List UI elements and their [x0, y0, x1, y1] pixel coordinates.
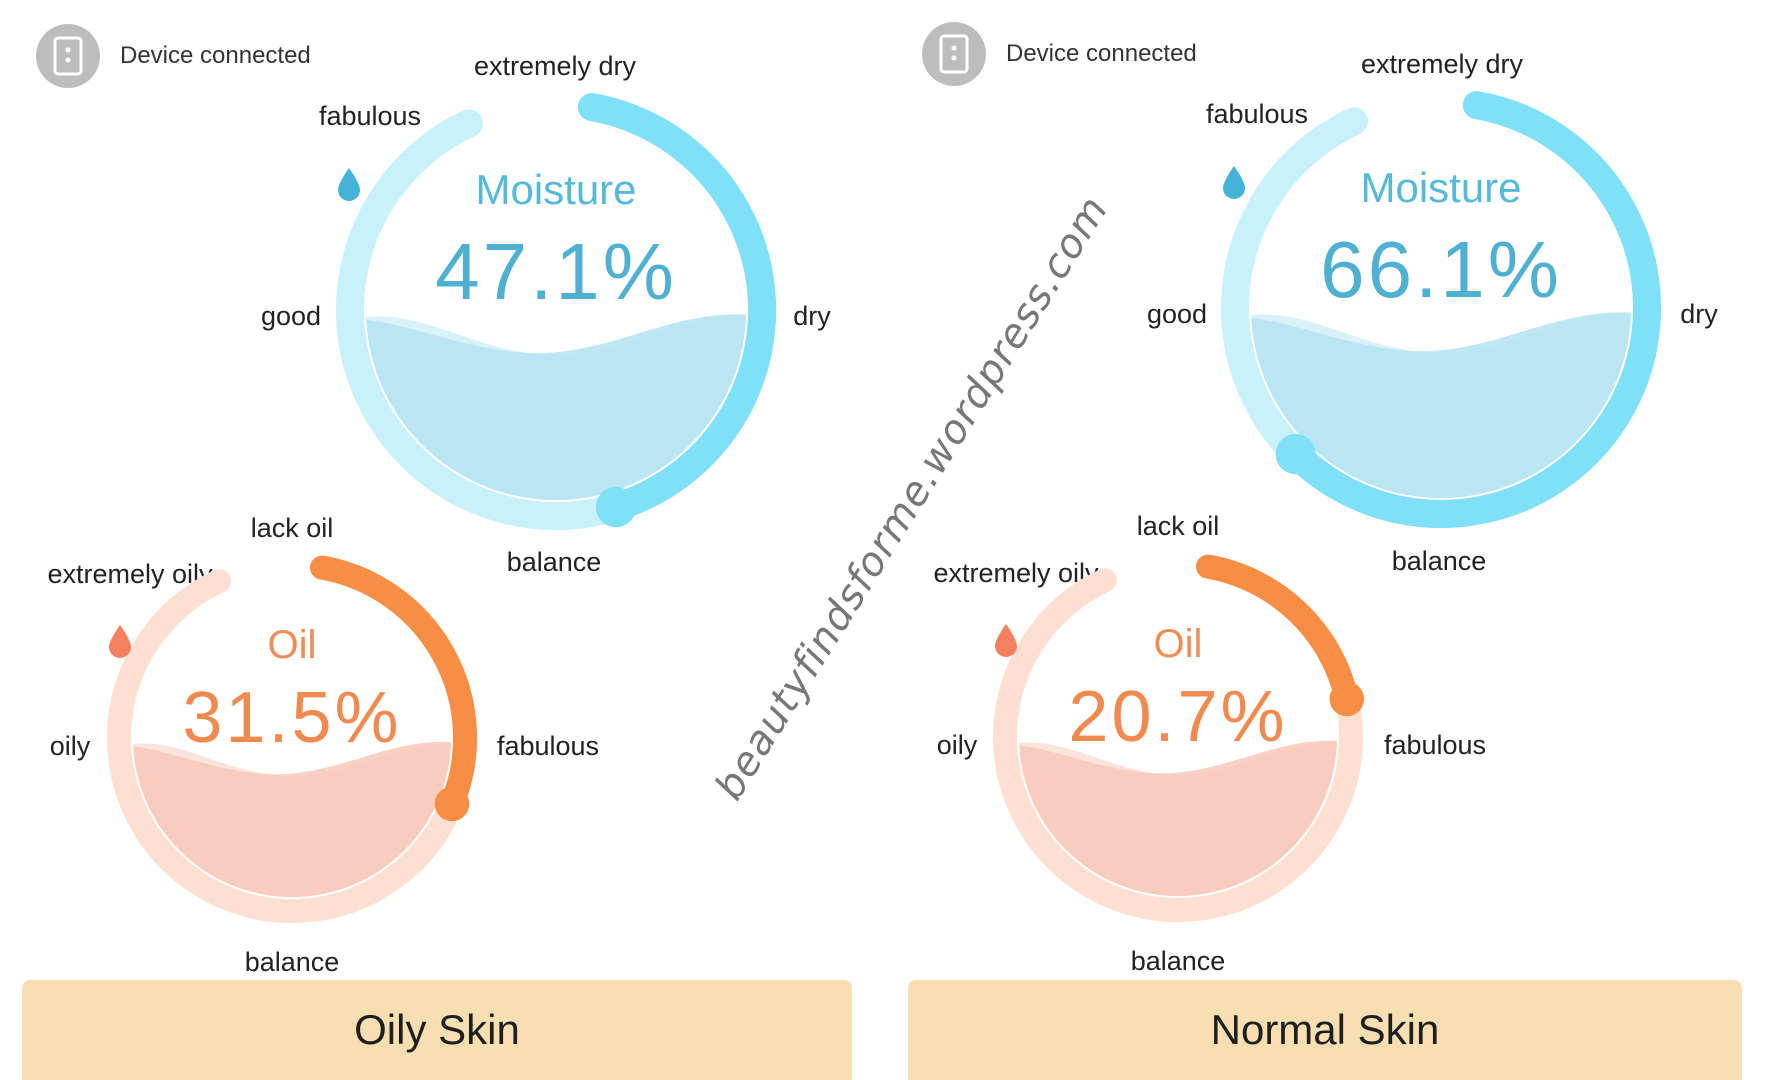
gauge-value-knob: [1329, 681, 1365, 717]
gauge-value-arc: [310, 555, 478, 816]
oil-gauge: Oil 20.7%: [993, 552, 1365, 922]
gauge-value-knob: [1275, 433, 1316, 475]
moisture-gauge: Moisture 47.1%: [336, 90, 777, 530]
moisture-label-dry: dry: [1680, 299, 1718, 329]
oil-label-lack-oil: lack oil: [1136, 511, 1220, 541]
device-status-text: Device connected: [120, 42, 311, 69]
oil-gauge-ring: [107, 555, 478, 923]
oil-value: 31.5%: [182, 678, 402, 758]
skin-type-result-button[interactable]: Normal Skin: [908, 980, 1742, 1080]
moisture-label-balance: balance: [1391, 546, 1487, 576]
liquid-front-wave: [1019, 740, 1337, 896]
moisture-title: Moisture: [1221, 164, 1661, 212]
oil-label-fabulous: fabulous: [496, 731, 600, 761]
oil-gauge: Oil 31.5%: [107, 553, 478, 923]
device-icon[interactable]: [922, 22, 986, 86]
water-drop-icon: [338, 168, 360, 201]
moisture-value: 66.1%: [1320, 225, 1562, 314]
gauge-value-knob: [434, 786, 470, 822]
moisture-label-dry: dry: [793, 301, 831, 331]
gauge-value-arc: [1281, 91, 1661, 528]
oil-label-oily: oily: [49, 731, 91, 761]
gauge-value-arc: [577, 93, 777, 522]
device-icon[interactable]: [36, 24, 100, 88]
moisture-label-good: good: [260, 301, 322, 331]
gauge-value-knob: [595, 486, 637, 528]
oil-label-fabulous: fabulous: [1383, 730, 1487, 760]
moisture-title-text: Moisture: [475, 166, 637, 213]
moisture-value: 47.1%: [435, 227, 677, 316]
moisture-gauge: Moisture 66.1%: [1221, 88, 1662, 528]
moisture-title-text: Moisture: [1360, 164, 1522, 211]
oil-label-balance: balance: [1130, 946, 1226, 976]
water-drop-icon: [1223, 166, 1245, 199]
oil-label-balance: balance: [244, 947, 340, 977]
moisture-gauge-ring: [1221, 91, 1662, 528]
oil-title: Oil: [993, 622, 1363, 667]
moisture-label-good: good: [1146, 299, 1208, 329]
gauge-value-arc: [1196, 554, 1359, 711]
oil-label-extremely-oily: extremely oily: [933, 558, 1099, 588]
oil-label-oily: oily: [936, 730, 978, 760]
moisture-label-fabulous: fabulous: [1205, 99, 1309, 129]
moisture-label-balance: balance: [506, 547, 602, 577]
skin-type-result-button[interactable]: Oily Skin: [22, 980, 852, 1080]
oil-label-lack-oil: lack oil: [250, 513, 334, 543]
device-status-text: Device connected: [1006, 40, 1197, 67]
oil-drop-icon: [109, 625, 131, 658]
moisture-label-extremely-dry: extremely dry: [473, 51, 637, 81]
liquid-front-wave: [366, 314, 746, 500]
liquid-front-wave: [1251, 312, 1631, 498]
liquid-front-wave: [133, 741, 451, 897]
device-status: Device connected: [36, 24, 311, 88]
device-status: Device connected: [922, 22, 1197, 86]
panel-left: Device connected extremely dry fabulous …: [22, 24, 852, 1080]
oil-drop-icon: [995, 624, 1017, 657]
moisture-label-fabulous: fabulous: [318, 101, 422, 131]
panel-right: Device connected extremely dry fabulous …: [886, 0, 1772, 1080]
oil-title-text: Oil: [1153, 622, 1203, 666]
oil-gauge-ring: [993, 554, 1365, 922]
oil-title: Oil: [107, 623, 477, 668]
oil-title-text: Oil: [267, 623, 317, 667]
oil-label-extremely-oily: extremely oily: [47, 559, 213, 589]
moisture-label-extremely-dry: extremely dry: [1360, 49, 1524, 79]
oil-value: 20.7%: [1068, 677, 1288, 757]
moisture-gauge-ring: [336, 93, 777, 530]
moisture-title: Moisture: [336, 166, 776, 214]
